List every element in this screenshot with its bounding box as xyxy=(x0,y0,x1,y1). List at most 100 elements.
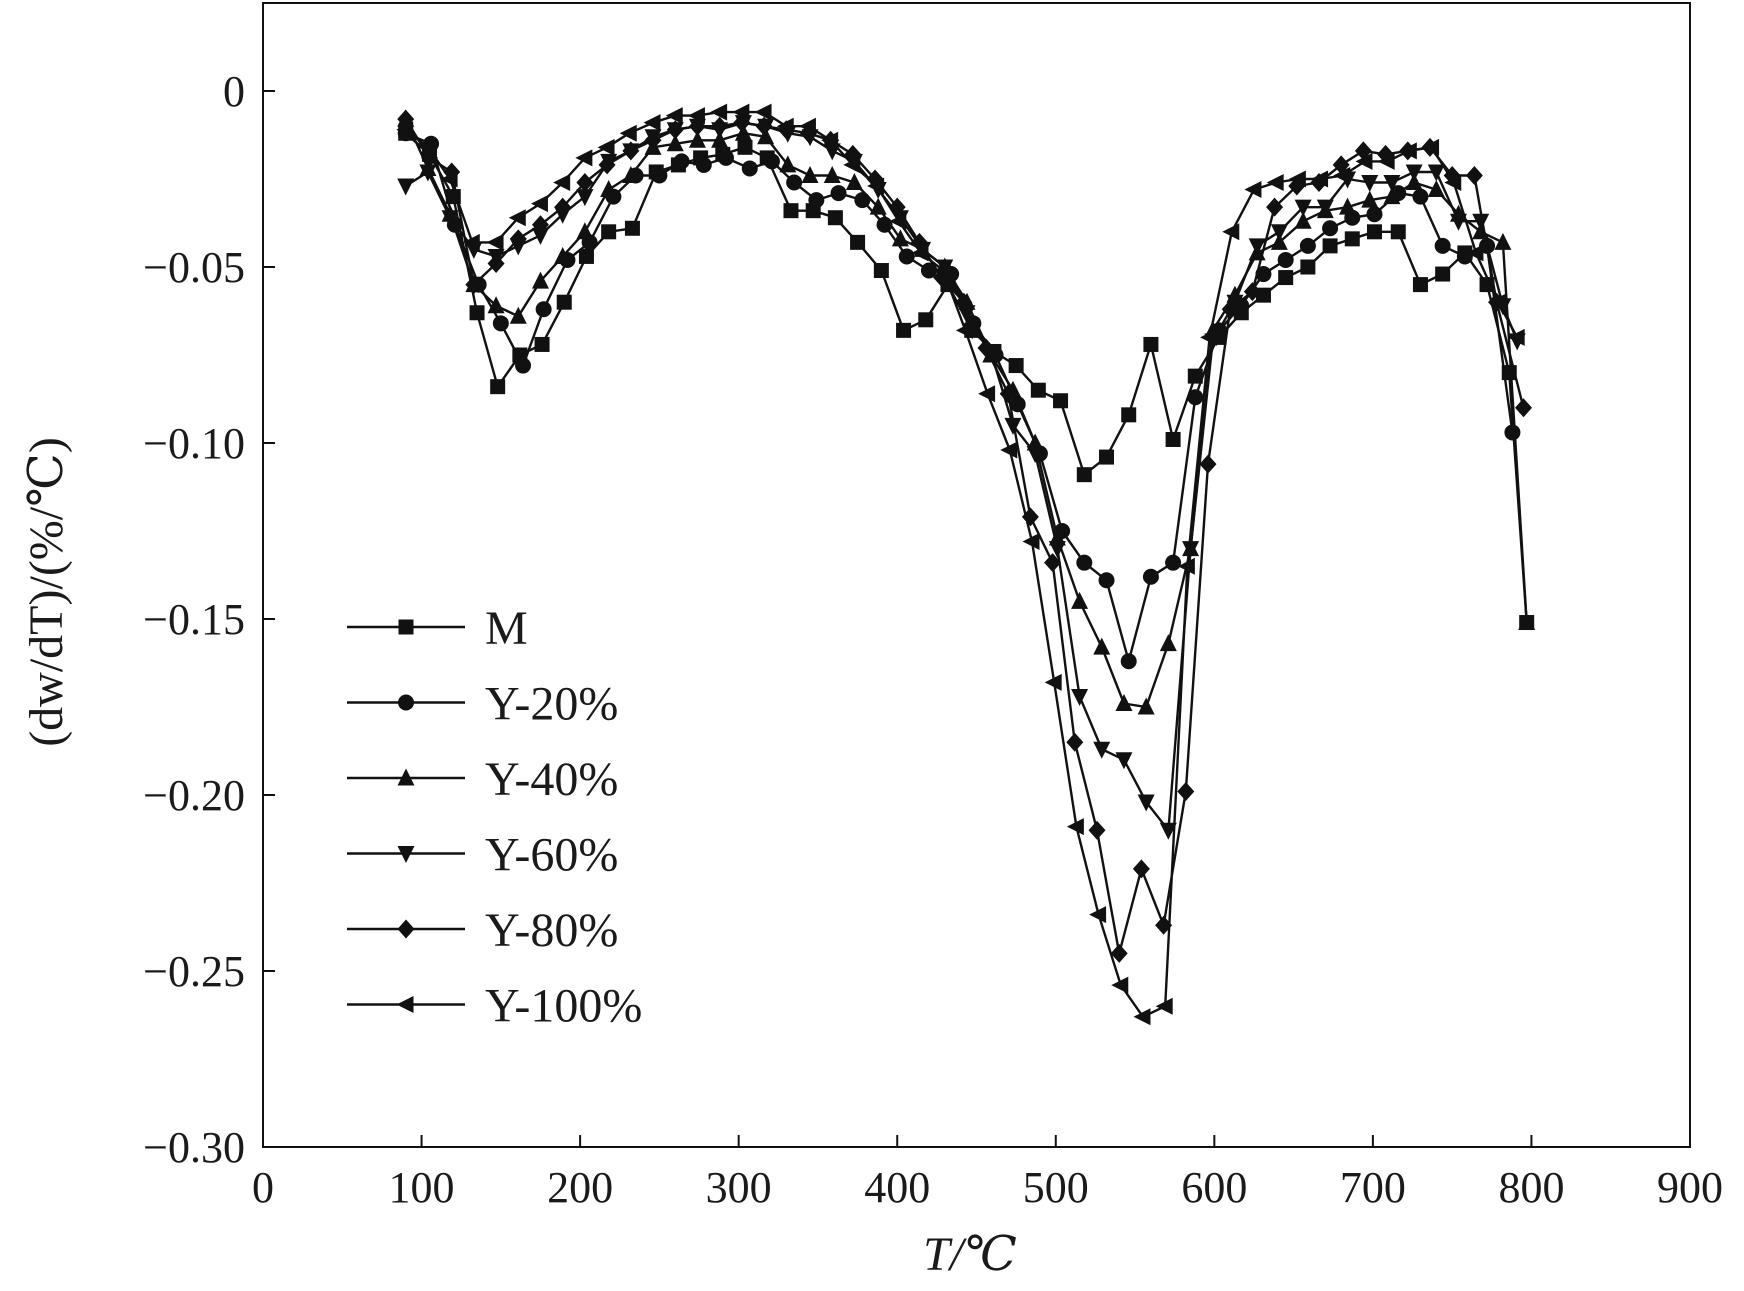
data-point-y-20pct xyxy=(830,185,847,202)
data-point-y-80pct xyxy=(598,155,616,175)
data-point-y-100pct xyxy=(1089,906,1107,924)
data-point-y-100pct xyxy=(665,107,683,125)
data-point-y-80pct xyxy=(1515,398,1533,418)
data-point-y-100pct xyxy=(1266,174,1284,192)
data-point-y-40pct xyxy=(1361,190,1379,208)
data-point-y-100pct xyxy=(1177,557,1195,575)
data-point-y-100pct xyxy=(1399,142,1417,160)
data-point-y-100pct xyxy=(1422,138,1440,156)
data-point-y-100pct xyxy=(754,103,772,121)
data-point-y-80pct xyxy=(1199,454,1217,474)
x-axis-title: T/℃ xyxy=(923,1228,1017,1281)
data-point-y-100pct xyxy=(418,138,436,156)
y-tick-label: −0.15 xyxy=(143,595,245,644)
data-point-y-40pct xyxy=(779,155,797,173)
data-point-y-100pct xyxy=(911,244,929,262)
series-y-100pct xyxy=(396,103,1525,1026)
x-tick-label: 0 xyxy=(252,1163,274,1212)
x-tick-label: 500 xyxy=(1023,1163,1089,1212)
data-point-y-100pct xyxy=(1377,152,1395,170)
data-point-y-80pct xyxy=(977,338,995,358)
data-point-m xyxy=(1435,266,1451,282)
data-point-y-20pct xyxy=(515,357,532,374)
data-point-y-40pct xyxy=(891,229,909,247)
legend-label: Y-60% xyxy=(485,829,618,882)
data-point-y-40pct xyxy=(1270,232,1288,250)
data-point-y-80pct xyxy=(1132,859,1150,879)
data-point-y-100pct xyxy=(508,209,526,227)
data-point-y-80pct xyxy=(1088,820,1106,840)
data-point-y-100pct xyxy=(776,117,794,135)
data-point-y-100pct xyxy=(1333,166,1351,184)
data-point-y-100pct xyxy=(1466,244,1484,262)
y-tick-label: −0.20 xyxy=(143,771,245,820)
data-point-m xyxy=(1143,336,1159,352)
data-point-y-100pct xyxy=(798,117,816,135)
data-point-m xyxy=(1187,368,1203,384)
data-point-y-100pct xyxy=(553,174,571,192)
x-tick-label: 100 xyxy=(389,1163,455,1212)
data-point-y-60pct xyxy=(1248,238,1266,256)
data-point-y-40pct xyxy=(757,127,775,145)
data-point-y-100pct xyxy=(1066,818,1084,836)
data-point-y-20pct xyxy=(535,301,552,318)
data-point-y-40pct xyxy=(869,197,887,215)
data-point-y-60pct xyxy=(1270,224,1288,242)
data-point-y-20pct xyxy=(1504,424,1521,441)
data-point-y-60pct xyxy=(1137,794,1155,812)
data-point-y-40pct xyxy=(1071,591,1089,609)
data-point-m xyxy=(873,263,889,279)
data-point-y-20pct xyxy=(920,262,937,279)
data-point-y-20pct xyxy=(1299,237,1316,254)
data-point-y-100pct xyxy=(1355,152,1373,170)
data-point-y-100pct xyxy=(530,195,548,213)
y-tick-label: −0.30 xyxy=(143,1123,245,1172)
data-point-y-80pct xyxy=(666,120,684,140)
data-point-y-40pct xyxy=(600,180,618,198)
data-point-y-100pct xyxy=(1311,170,1329,188)
plot-border xyxy=(262,2,1691,1148)
data-point-y-60pct xyxy=(397,178,415,196)
data-point-y-100pct xyxy=(1133,1008,1151,1026)
legend-marker-y-80pct xyxy=(397,919,415,939)
data-point-y-80pct xyxy=(465,275,483,295)
data-point-y-100pct xyxy=(1444,174,1462,192)
data-point-y-100pct xyxy=(933,262,951,280)
data-point-y-100pct xyxy=(1022,533,1040,551)
data-point-y-80pct xyxy=(487,253,505,273)
legend-label: M xyxy=(485,602,528,655)
data-point-m xyxy=(896,322,912,338)
data-point-y-40pct xyxy=(845,173,863,191)
data-point-y-20pct xyxy=(1142,568,1159,585)
x-tick-label: 400 xyxy=(864,1163,930,1212)
data-point-m xyxy=(850,234,866,250)
data-point-y-80pct xyxy=(622,141,640,161)
data-point-m xyxy=(578,248,594,264)
data-point-y-60pct xyxy=(1361,175,1379,193)
x-tick-label: 700 xyxy=(1340,1163,1406,1212)
data-point-m xyxy=(918,312,934,328)
data-point-y-100pct xyxy=(889,212,907,230)
y-axis: 0 −0.05 −0.10 −0.15 −0.20 −0.25 −0.30 xyxy=(143,67,275,1172)
data-point-y-100pct xyxy=(1244,181,1262,199)
data-point-y-20pct xyxy=(1187,389,1204,406)
data-point-y-60pct xyxy=(1071,688,1089,706)
data-point-m xyxy=(601,224,617,240)
data-point-y-60pct xyxy=(419,164,437,182)
data-point-y-20pct xyxy=(898,248,915,265)
data-point-y-100pct xyxy=(597,138,615,156)
data-point-y-20pct xyxy=(695,156,712,173)
data-point-y-40pct xyxy=(1339,197,1357,215)
data-point-y-100pct xyxy=(978,385,996,403)
data-point-y-80pct xyxy=(576,173,594,193)
data-point-m xyxy=(534,336,550,352)
data-point-y-60pct xyxy=(1472,213,1490,231)
data-point-y-20pct xyxy=(1366,206,1383,223)
data-point-m xyxy=(1076,467,1092,483)
legend-marker-y-60pct xyxy=(397,846,415,863)
legend-entry-y-80pct: Y-80% xyxy=(347,904,618,957)
data-point-y-60pct xyxy=(1450,213,1468,231)
data-point-m xyxy=(783,203,799,219)
data-point-y-40pct xyxy=(688,130,706,148)
